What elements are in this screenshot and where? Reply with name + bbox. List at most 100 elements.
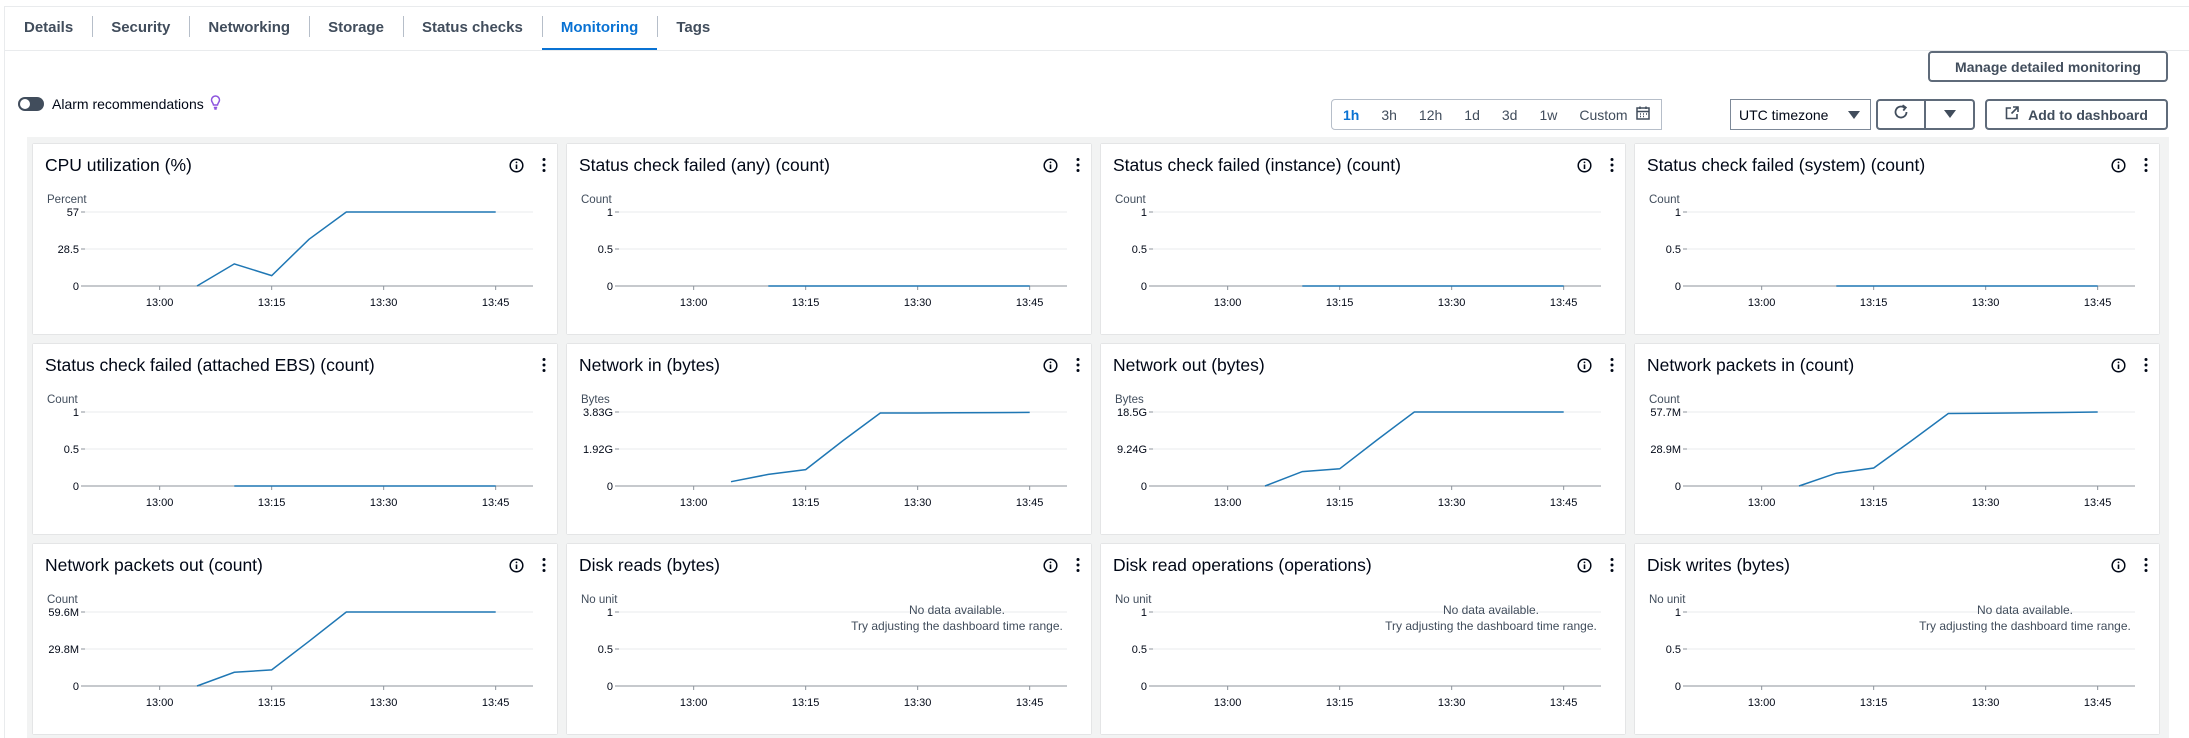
x-tick-label: 13:45 <box>482 697 510 709</box>
range-custom[interactable]: Custom <box>1568 100 1660 129</box>
y-tick-label: 1 <box>1675 607 1681 619</box>
range-custom-label: Custom <box>1579 106 1628 123</box>
x-tick-label: 13:00 <box>1748 297 1776 309</box>
metric-card-status-check-failed-instance-count: Status check failed (instance) (count) Co… <box>1101 144 1625 334</box>
y-tick-label: 18.5G <box>1117 407 1147 419</box>
y-tick-label: 3.83G <box>583 407 613 419</box>
tab-details[interactable]: Details <box>24 18 74 36</box>
range-1w[interactable]: 1w <box>1539 106 1558 123</box>
info-icon[interactable] <box>1043 558 1058 578</box>
time-range-selector: 1h 3h 12h 1d 3d 1w Custom <box>1331 99 1662 130</box>
info-icon[interactable] <box>1043 358 1058 378</box>
x-tick-label: 13:15 <box>792 297 820 309</box>
range-3d[interactable]: 3d <box>1501 106 1518 123</box>
x-tick-label: 13:15 <box>792 697 820 709</box>
x-tick-label: 13:00 <box>680 297 708 309</box>
metric-card-disk-writes-bytes: Disk writes (bytes) No unit 1 0.5 0 13:00 13:1… <box>1635 544 2159 734</box>
tab-status-checks[interactable]: Status checks <box>402 7 542 47</box>
no-data-message: No data available. Try adjusting the dash… <box>1875 602 2175 634</box>
more-options-icon[interactable] <box>2144 157 2148 178</box>
chart-svg: 1 0.5 0 13:00 13:15 13:30 13:45 <box>1132 207 1601 309</box>
more-options-icon[interactable] <box>1610 357 1614 378</box>
metric-title: Disk read operations (operations) <box>1113 555 1372 575</box>
y-tick-label: 0 <box>607 481 613 493</box>
metric-chart: Count 57.7M 28.9M 0 13:00 13:15 13:30 13:45 <box>1635 388 2159 534</box>
y-axis-unit: Bytes <box>1115 394 1144 406</box>
tab-monitoring[interactable]: Monitoring <box>541 7 658 51</box>
tab-storage[interactable]: Storage <box>309 7 403 47</box>
x-tick-label: 13:15 <box>1860 297 1888 309</box>
info-icon[interactable] <box>1577 358 1592 378</box>
manage-detailed-monitoring-button[interactable]: Manage detailed monitoring <box>1928 51 2168 82</box>
alarm-recommendations-label: Alarm recommendations <box>52 96 204 112</box>
more-options-icon[interactable] <box>542 557 546 578</box>
y-axis-unit: Count <box>1115 194 1146 206</box>
refresh-button[interactable] <box>1876 99 1926 130</box>
info-icon[interactable] <box>2111 158 2126 178</box>
timezone-select[interactable]: UTC timezone <box>1730 99 1871 130</box>
y-tick-label: 28.9M <box>1650 444 1681 456</box>
range-3h[interactable]: 3h <box>1381 106 1397 123</box>
more-options-icon[interactable] <box>1076 357 1080 378</box>
metric-card-network-in-bytes: Network in (bytes) Bytes 3.83G 1.92G 0 13:00 1… <box>567 344 1091 534</box>
x-tick-label: 13:00 <box>1214 297 1242 309</box>
add-to-dashboard-button[interactable]: Add to dashboard <box>1985 99 2168 130</box>
more-options-icon[interactable] <box>1076 157 1080 178</box>
refresh-options-dropdown[interactable] <box>1926 99 1975 130</box>
monitoring-panel: Details Security Networking Storage Stat… <box>4 6 2189 738</box>
metric-chart: Bytes 3.83G 1.92G 0 13:00 13:15 13:30 13:45 <box>567 388 1091 534</box>
range-1h[interactable]: 1h <box>1343 106 1360 123</box>
range-12h[interactable]: 12h <box>1418 106 1443 123</box>
y-tick-label: 0 <box>1675 281 1681 293</box>
y-axis-unit: Percent <box>47 194 87 206</box>
y-tick-label: 57 <box>67 207 79 219</box>
x-tick-label: 13:15 <box>1326 697 1354 709</box>
y-tick-label: 0 <box>1141 681 1147 693</box>
y-tick-label: 1 <box>607 607 613 619</box>
more-options-icon[interactable] <box>542 357 546 378</box>
metric-title: Status check failed (attached EBS) (coun… <box>45 355 375 375</box>
info-icon[interactable] <box>509 158 524 178</box>
x-tick-label: 13:00 <box>680 697 708 709</box>
y-tick-label: 1 <box>607 207 613 219</box>
tab-security[interactable]: Security <box>92 7 189 47</box>
y-tick-label: 57.7M <box>1650 407 1681 419</box>
metric-chart: Count 1 0.5 0 13:00 13:15 13:30 13:45 <box>33 388 557 534</box>
metric-title: Disk writes (bytes) <box>1647 555 1790 575</box>
range-1d[interactable]: 1d <box>1464 106 1480 123</box>
metric-chart: Count 1 0.5 0 13:00 13:15 13:30 13:45 <box>567 188 1091 334</box>
x-tick-label: 13:15 <box>1326 297 1354 309</box>
no-data-hint: Try adjusting the dashboard time range. <box>1385 619 1597 633</box>
alarm-recommendations-toggle[interactable] <box>18 97 44 111</box>
more-options-icon[interactable] <box>1610 557 1614 578</box>
info-icon[interactable] <box>2111 358 2126 378</box>
metric-title: Status check failed (system) (count) <box>1647 155 1926 175</box>
y-tick-label: 29.8M <box>48 644 79 656</box>
more-options-icon[interactable] <box>2144 357 2148 378</box>
tab-tags[interactable]: Tags <box>657 7 729 47</box>
x-tick-label: 13:00 <box>1214 697 1242 709</box>
more-options-icon[interactable] <box>542 157 546 178</box>
x-tick-label: 13:00 <box>680 497 708 509</box>
tab-networking[interactable]: Networking <box>189 7 309 47</box>
no-data-hint: Try adjusting the dashboard time range. <box>851 619 1063 633</box>
y-axis-unit: No unit <box>1115 594 1152 606</box>
y-axis-unit: No unit <box>1649 594 1686 606</box>
y-tick-label: 0.5 <box>598 644 613 656</box>
more-options-icon[interactable] <box>1076 557 1080 578</box>
metric-chart: No unit 1 0.5 0 13:00 13:15 13:30 13:45 No data … <box>1101 588 1625 734</box>
info-icon[interactable] <box>2111 558 2126 578</box>
info-icon[interactable] <box>1577 158 1592 178</box>
metric-title: Status check failed (any) (count) <box>579 155 830 175</box>
metric-title: Network packets out (count) <box>45 555 263 575</box>
info-icon[interactable] <box>1043 158 1058 178</box>
x-tick-label: 13:30 <box>1972 297 2000 309</box>
more-options-icon[interactable] <box>1610 157 1614 178</box>
more-options-icon[interactable] <box>2144 557 2148 578</box>
x-tick-label: 13:15 <box>1326 497 1354 509</box>
info-icon[interactable] <box>1577 558 1592 578</box>
y-axis-unit: Bytes <box>581 394 610 406</box>
metric-title: Disk reads (bytes) <box>579 555 721 575</box>
y-tick-label: 59.6M <box>48 607 79 619</box>
info-icon[interactable] <box>509 558 524 578</box>
